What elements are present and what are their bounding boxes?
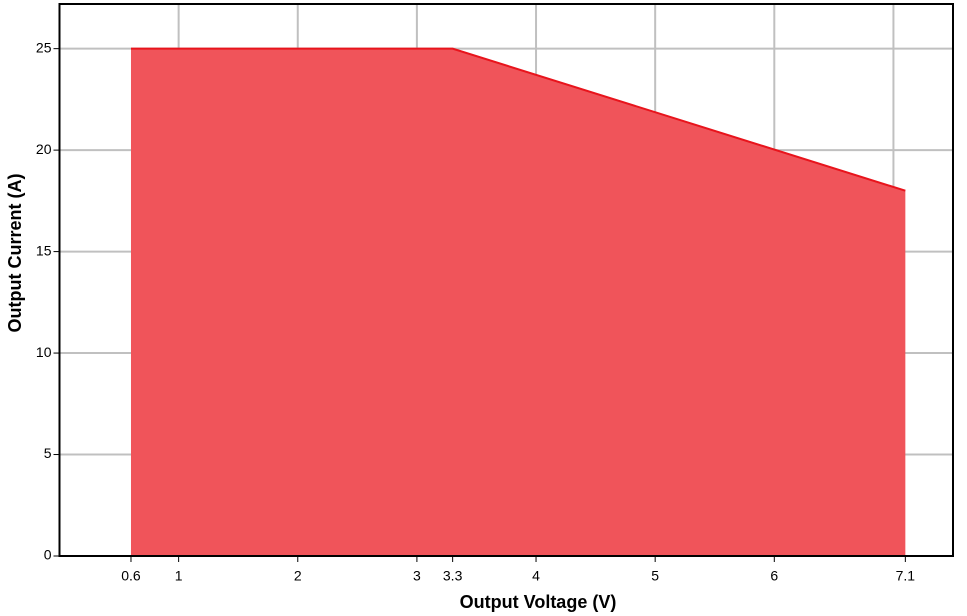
x-tick-label: 4 <box>532 568 540 584</box>
y-tick-label: 10 <box>36 344 52 360</box>
x-tick-label: 5 <box>651 568 659 584</box>
plot-border <box>58 3 954 557</box>
x-tick-label: 6 <box>770 568 778 584</box>
y-tick-label: 5 <box>44 445 52 461</box>
y-tick-label: 0 <box>44 547 52 563</box>
x-tick-label: 0.6 <box>121 568 141 584</box>
y-tick-label: 20 <box>36 141 52 157</box>
x-tick-label: 2 <box>294 568 302 584</box>
x-tick-label: 7.1 <box>896 568 916 584</box>
line <box>130 47 906 192</box>
x-tick-label: 1 <box>175 568 183 584</box>
area <box>130 48 906 556</box>
x-tick-label: 3 <box>413 568 421 584</box>
y-tick-label: 15 <box>36 242 52 258</box>
y-axis-title: Output Current (A) <box>5 174 25 333</box>
y-tick-label: 25 <box>36 39 52 55</box>
x-axis-title: Output Voltage (V) <box>460 592 617 612</box>
x-tick-label: 3.3 <box>443 568 463 584</box>
